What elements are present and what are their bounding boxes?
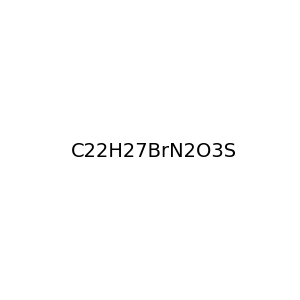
Text: C22H27BrN2O3S: C22H27BrN2O3S — [71, 142, 237, 161]
